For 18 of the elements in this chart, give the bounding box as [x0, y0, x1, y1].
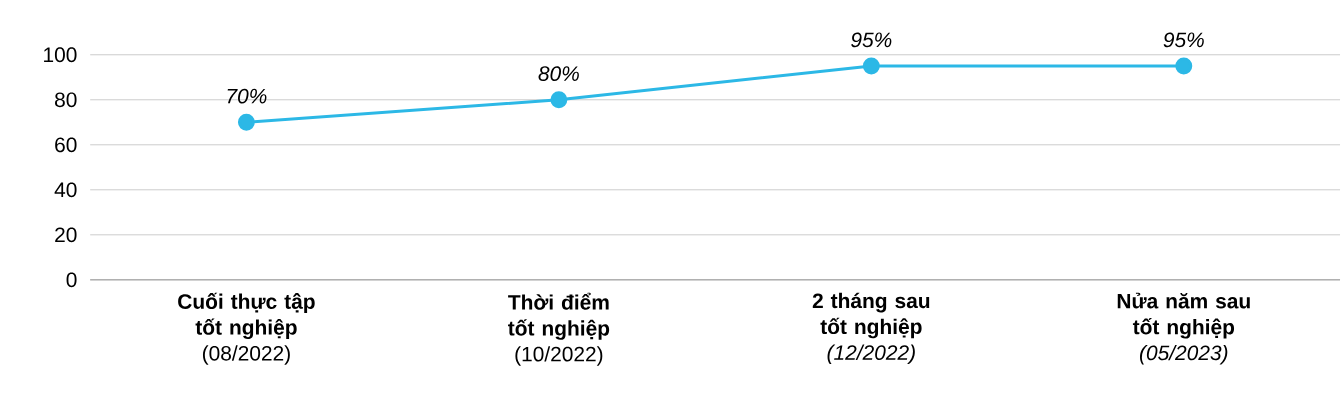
point	[862, 57, 880, 75]
point	[237, 113, 255, 131]
x-tick-label: Nửa năm sau tốt nghiệp (05/2023)	[1117, 292, 1250, 365]
data-label: 80%	[538, 66, 579, 81]
point	[550, 91, 568, 109]
y-tick-label: 80	[55, 92, 77, 108]
x-tick-label: Cuối thực tập tốt nghiệp (08/2022)	[178, 292, 315, 365]
x-tick-label: Thời điểm tốt nghiệp (10/2022)	[508, 292, 610, 366]
y-tick-label: 20	[55, 227, 77, 243]
data-label: 95%	[1163, 32, 1204, 48]
data-label: 70%	[227, 88, 267, 104]
point	[1175, 57, 1193, 75]
y-tick-label: 40	[54, 182, 77, 198]
y-tick-label: 60	[55, 137, 77, 153]
x-tick-label: 2 tháng sau tốt nghiệp (12/2022)	[812, 292, 930, 364]
data-label: 95%	[851, 32, 892, 48]
y-tick-label: 0	[66, 272, 77, 288]
y-tick-label: 100	[44, 47, 77, 63]
